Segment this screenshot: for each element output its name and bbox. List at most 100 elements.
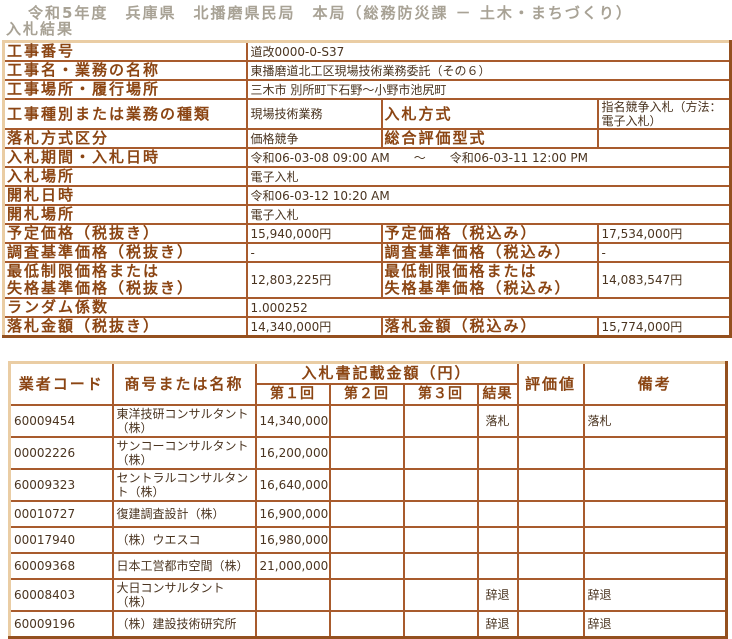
vendor-name: 復建調査設計（株） — [111, 500, 257, 528]
info-row-survey-base-price: 調査基準価格（税抜き） - 調査基準価格（税込み） - — [2, 242, 732, 263]
info-label: 予定価格（税抜き） — [2, 223, 248, 244]
info-label: 入札場所 — [2, 166, 248, 187]
bid-result — [476, 552, 519, 580]
info-label: 落札金額（税込み） — [380, 316, 599, 338]
vendor-name: （株）ウエスコ — [111, 526, 257, 554]
bid-amount-round1: 21,000,000 — [254, 552, 331, 580]
info-value: 15,774,000円 — [596, 316, 732, 338]
info-label: 開札日時 — [2, 185, 248, 206]
info-label: 調査基準価格（税抜き） — [2, 242, 248, 263]
info-label: 総合評価型式 — [380, 128, 599, 149]
vendor-code: 60008403 — [8, 578, 114, 612]
evaluation-value — [516, 552, 585, 580]
bid-amount-round2 — [328, 526, 405, 554]
bid-amount-round2 — [328, 404, 405, 438]
info-row-bid-period: 入札期間・入札日時 令和06-03-08 09:00 AM 〜 令和06-03-… — [2, 147, 732, 168]
vendor-code: 60009323 — [8, 468, 114, 502]
info-row-award-method: 落札方式区分 価格競争 総合評価型式 — [2, 128, 732, 149]
info-value: - — [596, 242, 732, 263]
evaluation-value — [516, 468, 585, 502]
bid-amount-round1 — [254, 610, 331, 639]
vendor-code: 60009454 — [8, 404, 114, 438]
info-value — [596, 128, 732, 149]
info-row-project-number: 工事番号 道改0000-0-S37 — [2, 40, 732, 62]
bid-amount-round2 — [328, 578, 405, 612]
info-label: ランダム係数 — [2, 297, 248, 318]
info-label: 工事番号 — [2, 40, 248, 62]
bid-row: 60009196 （株）建設技術研究所 辞退 辞退 — [8, 610, 728, 639]
evaluation-value — [516, 500, 585, 528]
bid-amount-round3 — [402, 552, 479, 580]
info-value: 17,534,000円 — [596, 223, 732, 244]
info-value: 電子入札 — [245, 166, 732, 187]
bid-row: 60009454 東洋技研コンサルタント （株） 14,340,000 落札 落… — [8, 404, 728, 438]
header-remarks: 備考 — [582, 361, 728, 406]
page-title: 令和5年度 兵庫県 北播磨県民局 本局（総務防災課 － 土木・まちづくり） 入札… — [0, 5, 732, 37]
info-row-bid-place: 入札場所 電子入札 — [2, 166, 732, 187]
info-label: 工事名・業務の名称 — [2, 60, 248, 81]
bid-amount-round1: 16,640,000 — [254, 468, 331, 502]
vendor-name: セントラルコンサルタン ト（株） — [111, 468, 257, 502]
info-label: 調査基準価格（税込み） — [380, 242, 599, 263]
vendor-code: 00010727 — [8, 500, 114, 528]
info-label: 落札金額（税抜き） — [2, 316, 248, 338]
page-title-line1: 令和5年度 兵庫県 北播磨県民局 本局（総務防災課 － 土木・まちづくり） — [28, 4, 633, 22]
info-label: 開札場所 — [2, 204, 248, 225]
info-value: 電子入札 — [245, 204, 732, 225]
vendor-code: 00002226 — [8, 436, 114, 470]
vendor-code: 60009196 — [8, 610, 114, 639]
vendor-code: 00017940 — [8, 526, 114, 554]
evaluation-value — [516, 526, 585, 554]
bid-results-table: 業者コード 商号または名称 入札書記載金額（円） 評価値 備考 第１回 第２回 … — [8, 361, 729, 639]
evaluation-value — [516, 404, 585, 438]
bid-amount-round2 — [328, 468, 405, 502]
remarks — [582, 526, 728, 554]
header-round-1: 第１回 — [254, 383, 331, 406]
info-value: 道改0000-0-S37 — [245, 40, 732, 62]
bid-amount-round3 — [402, 404, 479, 438]
bid-row: 00017940 （株）ウエスコ 16,980,000 — [8, 526, 728, 554]
info-row-random-coefficient: ランダム係数 1.000252 — [2, 297, 732, 318]
info-value: 14,340,000円 — [245, 316, 383, 338]
info-row-opening-place: 開札場所 電子入札 — [2, 204, 732, 225]
info-label: 最低制限価格または 失格基準価格（税込み） — [380, 261, 599, 299]
header-result: 結果 — [476, 383, 519, 406]
evaluation-value — [516, 436, 585, 470]
bid-amount-round2 — [328, 552, 405, 580]
info-label: 最低制限価格または 失格基準価格（税抜き） — [2, 261, 248, 299]
bid-amount-round1: 16,900,000 — [254, 500, 331, 528]
info-value: 14,083,547円 — [596, 261, 732, 299]
header-round-3: 第３回 — [402, 383, 479, 406]
info-value: 東播磨道北工区現場技術業務委託（その６） — [245, 60, 732, 81]
info-label: 入札方式 — [380, 98, 599, 130]
info-label: 落札方式区分 — [2, 128, 248, 149]
info-row-planned-price: 予定価格（税抜き） 15,940,000円 予定価格（税込み） 17,534,0… — [2, 223, 732, 244]
bid-row: 00010727 復建調査設計（株） 16,900,000 — [8, 500, 728, 528]
vendor-name: サンコーコンサルタント （株） — [111, 436, 257, 470]
info-row-award-amount: 落札金額（税抜き） 14,340,000円 落札金額（税込み） 15,774,0… — [2, 316, 732, 338]
bid-amount-round3 — [402, 436, 479, 470]
header-vendor-code: 業者コード — [8, 361, 114, 406]
info-value: 価格競争 — [245, 128, 383, 149]
bid-amount-round1: 14,340,000 — [254, 404, 331, 438]
bid-result: 辞退 — [476, 610, 519, 639]
info-value: 令和06-03-12 10:20 AM — [245, 185, 732, 206]
info-row-project-name: 工事名・業務の名称 東播磨道北工区現場技術業務委託（その６） — [2, 60, 732, 81]
bid-amount-round2 — [328, 500, 405, 528]
bid-amount-round3 — [402, 500, 479, 528]
info-row-minimum-price: 最低制限価格または 失格基準価格（税抜き） 12,803,225円 最低制限価格… — [2, 261, 732, 299]
bid-amount-round2 — [328, 436, 405, 470]
info-value: 1.000252 — [245, 297, 732, 318]
bid-row: 00002226 サンコーコンサルタント （株） 16,200,000 — [8, 436, 728, 470]
bid-row: 60009323 セントラルコンサルタン ト（株） 16,640,000 — [8, 468, 728, 502]
bid-result — [476, 436, 519, 470]
remarks: 辞退 — [582, 578, 728, 612]
bid-amount-round1 — [254, 578, 331, 612]
info-label: 工事種別または業務の種類 — [2, 98, 248, 130]
bid-row: 60008403 大日コンサルタント （株） 辞退 辞退 — [8, 578, 728, 612]
info-label: 予定価格（税込み） — [380, 223, 599, 244]
info-value: 指名競争入札（方法： 電子入札） — [596, 98, 732, 130]
info-value: - — [245, 242, 383, 263]
remarks — [582, 500, 728, 528]
bid-amount-round3 — [402, 468, 479, 502]
